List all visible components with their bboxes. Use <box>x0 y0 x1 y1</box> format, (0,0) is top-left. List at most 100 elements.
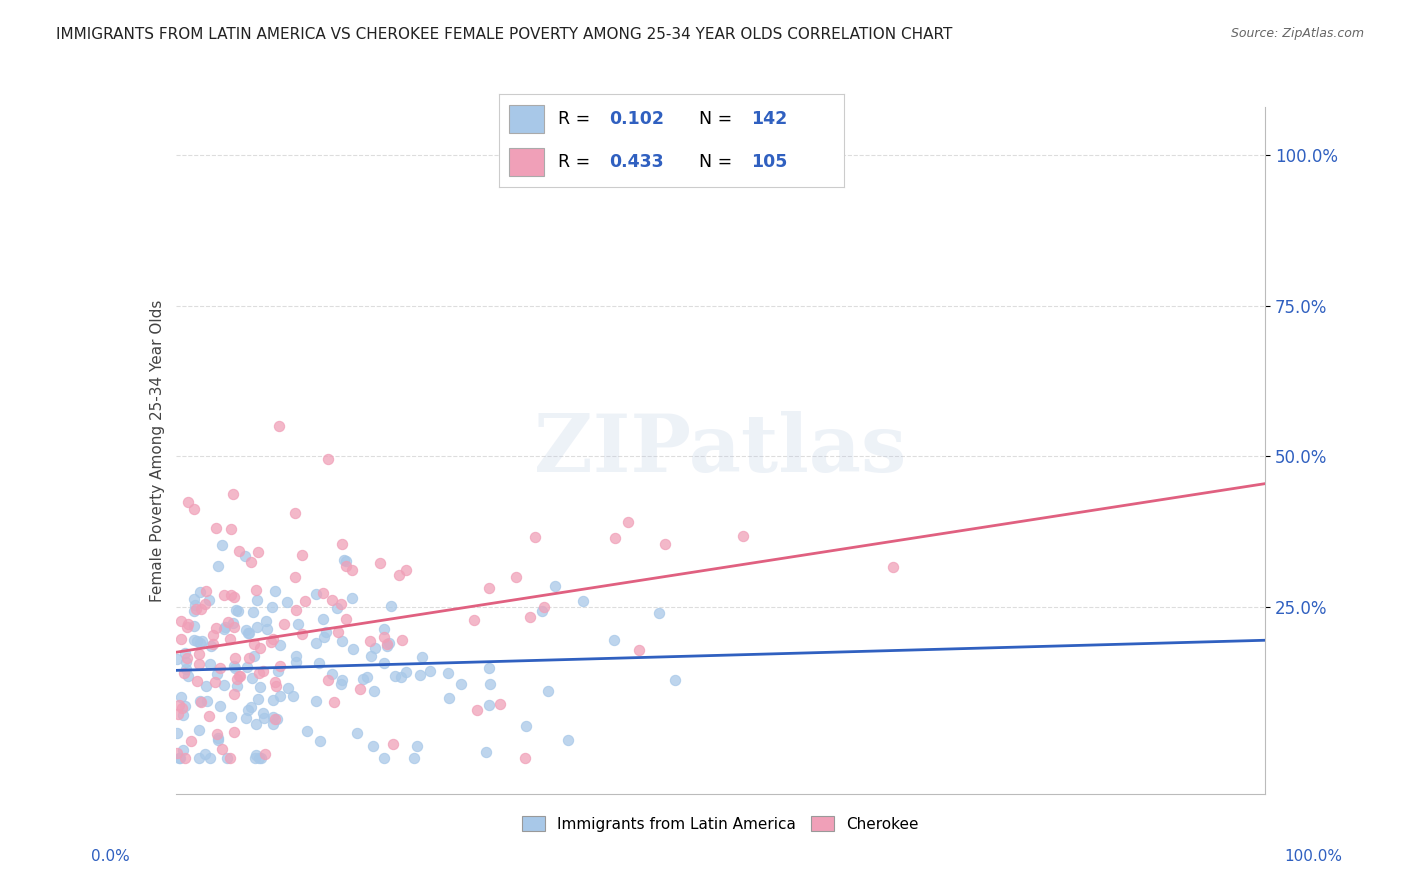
Point <box>515 718 537 732</box>
Point <box>172 743 194 757</box>
Point <box>195 694 218 708</box>
Point <box>326 624 349 639</box>
Point <box>246 545 269 559</box>
Point <box>316 451 339 466</box>
Point <box>346 726 368 740</box>
Point <box>377 635 399 649</box>
Point <box>177 668 200 682</box>
Point <box>170 615 193 629</box>
Point <box>169 698 191 712</box>
Point <box>314 630 336 644</box>
Point <box>166 652 188 666</box>
Point <box>245 582 267 597</box>
Point <box>211 538 233 552</box>
Point <box>269 689 291 703</box>
Point <box>167 706 190 721</box>
Point <box>188 657 211 671</box>
Point <box>269 638 291 652</box>
Point <box>478 581 501 595</box>
Point <box>222 687 245 701</box>
Point <box>450 677 472 691</box>
Text: 105: 105 <box>751 153 787 171</box>
Point <box>170 690 193 704</box>
Point <box>243 637 266 651</box>
Point <box>291 548 314 562</box>
Point <box>224 620 246 634</box>
Point <box>411 649 433 664</box>
Point <box>557 733 579 747</box>
Point <box>214 620 236 634</box>
Text: Source: ZipAtlas.com: Source: ZipAtlas.com <box>1230 27 1364 40</box>
Text: ZIPatlas: ZIPatlas <box>534 411 907 490</box>
Point <box>352 672 374 686</box>
Point <box>219 588 242 602</box>
Point <box>193 747 215 761</box>
Point <box>215 750 238 764</box>
Point <box>235 623 257 637</box>
Point <box>193 597 215 611</box>
Point <box>311 585 333 599</box>
Point <box>186 602 208 616</box>
Legend: Immigrants from Latin America, Cherokee: Immigrants from Latin America, Cherokee <box>516 810 925 838</box>
Point <box>330 537 353 551</box>
Point <box>349 681 371 696</box>
Point <box>284 649 307 664</box>
Point <box>174 662 197 676</box>
Point <box>228 669 250 683</box>
Point <box>277 681 299 696</box>
Point <box>266 712 288 726</box>
Point <box>264 583 287 598</box>
Point <box>381 737 404 751</box>
Point <box>603 633 626 648</box>
Point <box>323 695 346 709</box>
Point <box>329 677 352 691</box>
Point <box>247 750 270 764</box>
Point <box>315 625 337 640</box>
Point <box>186 634 208 648</box>
Point <box>305 694 328 708</box>
Point <box>489 697 512 711</box>
Point <box>342 642 364 657</box>
Point <box>249 640 271 655</box>
Point <box>249 680 271 694</box>
Point <box>465 703 488 717</box>
Point <box>212 589 235 603</box>
Point <box>368 556 391 570</box>
Point <box>262 709 284 723</box>
Point <box>330 673 353 687</box>
Point <box>245 747 267 762</box>
Point <box>238 625 260 640</box>
Point <box>252 664 274 678</box>
Point <box>373 631 395 645</box>
Point <box>389 670 412 684</box>
Text: 142: 142 <box>751 110 787 128</box>
Point <box>170 632 193 647</box>
Point <box>201 628 224 642</box>
Point <box>330 597 353 611</box>
Point <box>333 553 356 567</box>
Point <box>224 725 246 739</box>
Point <box>536 684 558 698</box>
Point <box>228 544 250 558</box>
Point <box>617 515 640 529</box>
Point <box>664 673 686 687</box>
Point <box>373 622 395 636</box>
Point <box>221 522 243 536</box>
Point <box>247 692 270 706</box>
Point <box>188 636 211 650</box>
Point <box>361 739 384 753</box>
Point <box>190 602 212 616</box>
Point <box>198 657 221 671</box>
Point <box>176 651 198 665</box>
Point <box>188 723 211 737</box>
Point <box>309 734 332 748</box>
Point <box>184 598 207 612</box>
Point <box>238 626 260 640</box>
Point <box>180 734 202 748</box>
Point <box>217 615 239 630</box>
Point <box>256 623 278 637</box>
Point <box>395 665 418 679</box>
Point <box>249 750 271 764</box>
Point <box>321 593 343 607</box>
Point <box>269 659 291 673</box>
